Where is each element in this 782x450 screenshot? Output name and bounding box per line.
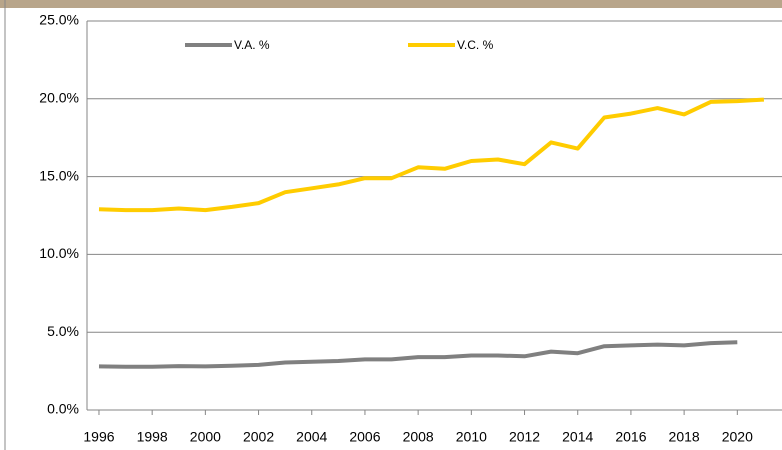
y-tick-label: 25.0% (39, 12, 79, 28)
legend-label: V.C. % (457, 38, 494, 52)
y-tick-label: 10.0% (39, 245, 79, 261)
legend-label: V.A. % (234, 38, 270, 52)
y-tick-label: 20.0% (39, 90, 79, 106)
x-tick-label: 1996 (83, 429, 114, 445)
y-tick-label: 0.0% (47, 401, 79, 417)
y-tick-label: 15.0% (39, 167, 79, 183)
x-tick-label: 2000 (190, 429, 221, 445)
x-tick-label: 1998 (137, 429, 168, 445)
x-tick-label: 2010 (456, 429, 487, 445)
y-tick-label: 5.0% (47, 323, 79, 339)
x-tick-label: 2004 (296, 429, 327, 445)
x-tick-label: 2002 (243, 429, 274, 445)
chart: 0.0% 5.0% 10.0% 15.0% 20.0% 25.0% 1996 1998 2000… (0, 0, 782, 450)
series-line (99, 100, 764, 211)
x-tick-label: 2014 (562, 429, 593, 445)
photo-strip (0, 0, 782, 8)
x-tick-label: 2016 (615, 429, 646, 445)
x-tick-label: 2008 (403, 429, 434, 445)
x-tick-label: 2018 (669, 429, 700, 445)
x-tick-label: 2012 (509, 429, 540, 445)
x-tick-label: 2020 (722, 429, 753, 445)
x-tick-label: 2006 (349, 429, 380, 445)
series-line (99, 342, 737, 366)
